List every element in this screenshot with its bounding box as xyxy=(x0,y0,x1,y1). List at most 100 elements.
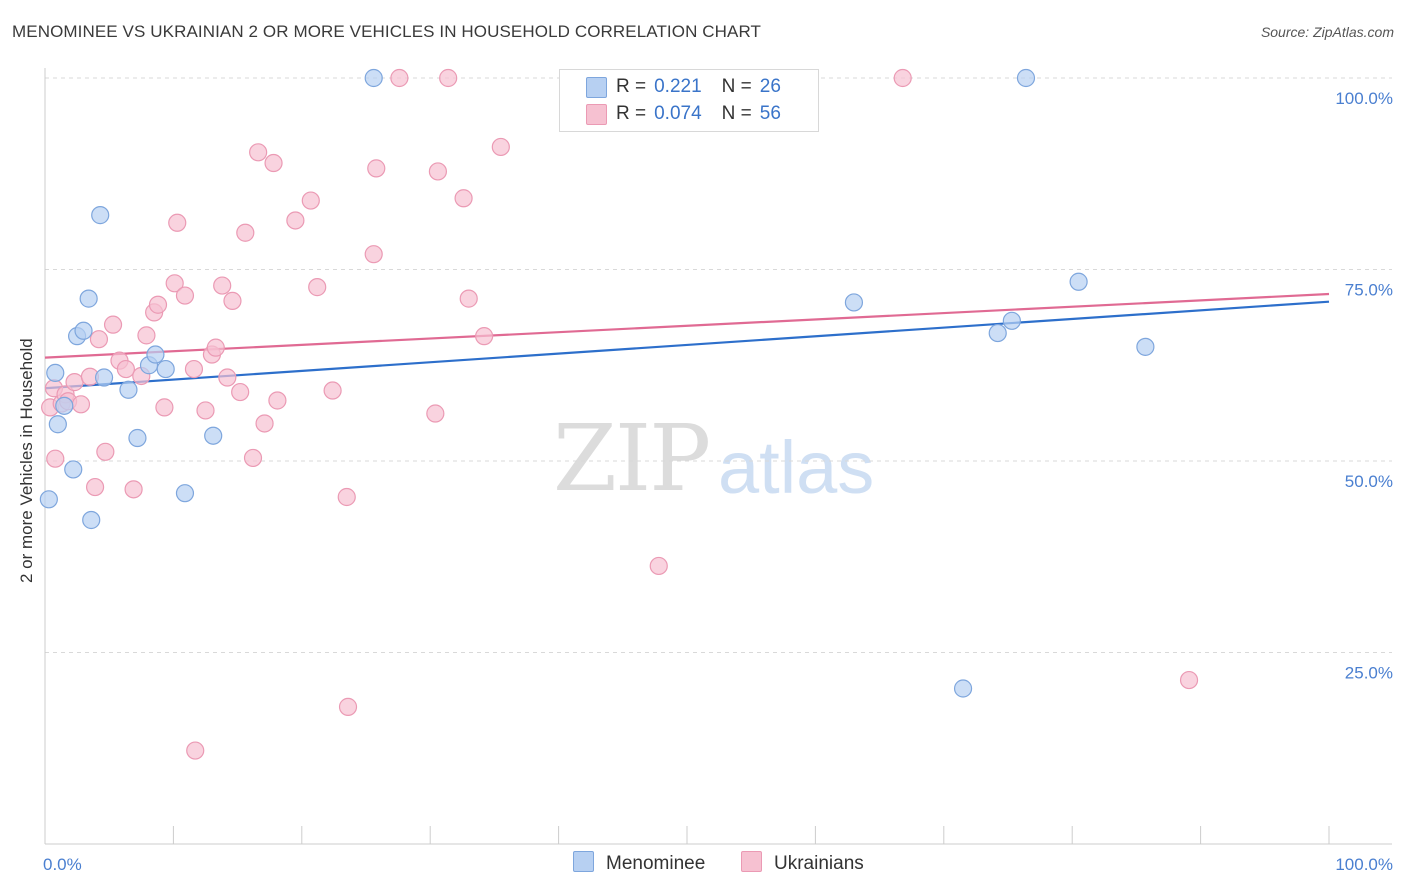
ukrainian-swatch xyxy=(741,851,762,872)
ukrainian-point xyxy=(308,278,327,297)
watermark-atlas: atlas xyxy=(718,426,875,509)
legend-n-label: N = xyxy=(721,103,752,124)
ukrainian-point xyxy=(223,291,242,311)
ukrainian-point xyxy=(85,477,105,497)
menominee-point xyxy=(364,68,383,88)
menominee-point xyxy=(55,396,74,415)
watermark-zip: ZIP xyxy=(553,405,711,512)
ukrainian-point xyxy=(428,162,448,181)
ukrainian-point xyxy=(137,326,156,345)
menominee-point xyxy=(844,293,864,312)
ukrainian-point xyxy=(206,338,225,357)
ukrainian-point xyxy=(454,189,473,208)
ukrainian-point xyxy=(338,697,358,716)
legend-r-label: R = xyxy=(616,103,647,124)
ukrainian-point xyxy=(264,153,283,173)
menominee-point xyxy=(1069,272,1088,291)
menominee-point xyxy=(119,380,138,399)
ukrainian-point xyxy=(46,449,65,468)
ukrainian-point xyxy=(196,401,215,420)
menominee-point xyxy=(128,428,147,448)
y-tick-label: 100.0% xyxy=(1335,89,1393,108)
legend-r-value: 0.221 xyxy=(654,76,702,97)
menominee-point xyxy=(48,415,67,434)
menominee-point xyxy=(91,206,110,225)
menominee-point xyxy=(46,363,65,383)
y-tick-label: 25.0% xyxy=(1345,664,1393,683)
menominee-point xyxy=(1016,68,1036,88)
ukrainian-point xyxy=(218,368,237,387)
menominee-point xyxy=(156,359,175,379)
ukrainian-point xyxy=(286,211,305,230)
legend-r-label: R = xyxy=(616,76,647,97)
ukrainian-point xyxy=(243,448,263,468)
bottom-legend-label: Ukrainians xyxy=(774,853,864,874)
axes xyxy=(44,68,1392,845)
tick-labels: 25.0% 50.0% 75.0% 100.0% 0.0% 100.0% xyxy=(43,89,1393,874)
legend-n-value: 56 xyxy=(759,103,781,124)
ukrainian-point xyxy=(459,289,478,308)
source-label: Source: ZipAtlas.com xyxy=(1260,24,1394,40)
y-tick-label: 50.0% xyxy=(1345,472,1393,491)
menominee-point xyxy=(39,490,58,509)
ukrainian-point xyxy=(184,359,204,379)
x-tick-label: 0.0% xyxy=(43,855,82,874)
ukrainian-point xyxy=(255,414,274,433)
menominee-point xyxy=(82,510,101,530)
ukrainian-point xyxy=(213,276,232,295)
ukrainian-point xyxy=(367,159,386,178)
ukrainian-point xyxy=(186,741,205,760)
ukrainian-trend-line xyxy=(44,292,1330,359)
ukrainian-point xyxy=(124,480,143,499)
menominee-swatch xyxy=(573,851,594,872)
ukrainian-point xyxy=(390,68,409,88)
menominee-point xyxy=(988,323,1007,343)
menominee-point xyxy=(146,345,165,364)
ukrainian-swatch xyxy=(586,104,607,125)
ukrainian-point xyxy=(236,223,255,242)
ukrainian-point xyxy=(475,327,494,346)
menominee-point xyxy=(64,460,83,479)
menominee-trend-line xyxy=(44,300,1330,390)
gridlines xyxy=(45,77,1392,653)
ukrainian-point xyxy=(268,391,287,410)
ukrainian-point xyxy=(155,398,174,417)
menominee-point xyxy=(79,289,98,308)
ukrainian-point xyxy=(148,295,168,314)
menominee-point xyxy=(1002,311,1021,330)
ukrainian-point xyxy=(89,330,109,349)
ukrainian-point xyxy=(249,143,268,162)
ukrainian-point xyxy=(301,191,320,210)
ukrainian-point xyxy=(71,395,91,414)
y-tick-label: 75.0% xyxy=(1345,281,1393,300)
ukrainian-point xyxy=(893,68,912,88)
bottom-legend-ukrainians: Ukrainians xyxy=(741,851,864,875)
menominee-point xyxy=(175,484,195,503)
ukrainian-point xyxy=(439,68,458,88)
data-points xyxy=(39,68,1199,760)
ukrainian-point xyxy=(168,213,187,232)
bottom-legend-label: Menominee xyxy=(606,853,706,874)
ukrainian-point xyxy=(491,137,510,157)
legend-row-menominee: R = 0.221 N = 26 xyxy=(586,75,781,99)
menominee-point xyxy=(953,679,973,698)
menominee-point xyxy=(94,368,114,387)
x-tick-label: 100.0% xyxy=(1335,855,1393,874)
ukrainian-point xyxy=(116,359,135,379)
ukrainian-point xyxy=(323,381,342,400)
chart-title: MENOMINEE VS UKRAINIAN 2 OR MORE VEHICLE… xyxy=(12,22,762,41)
ukrainian-point xyxy=(103,315,123,334)
ukrainian-point xyxy=(364,245,383,264)
menominee-point xyxy=(204,426,223,445)
ukrainian-point xyxy=(231,382,250,402)
ukrainian-point xyxy=(337,487,356,507)
ukrainian-point xyxy=(165,274,184,293)
menominee-point xyxy=(1136,337,1155,356)
legend-box: R = 0.221 N = 26 R = 0.074 N = 56 xyxy=(559,69,819,132)
legend-r-value: 0.074 xyxy=(654,103,702,124)
ukrainian-point xyxy=(96,442,115,461)
ukrainian-point xyxy=(175,286,195,305)
ukrainian-point xyxy=(649,556,668,576)
trend-lines xyxy=(44,292,1330,390)
